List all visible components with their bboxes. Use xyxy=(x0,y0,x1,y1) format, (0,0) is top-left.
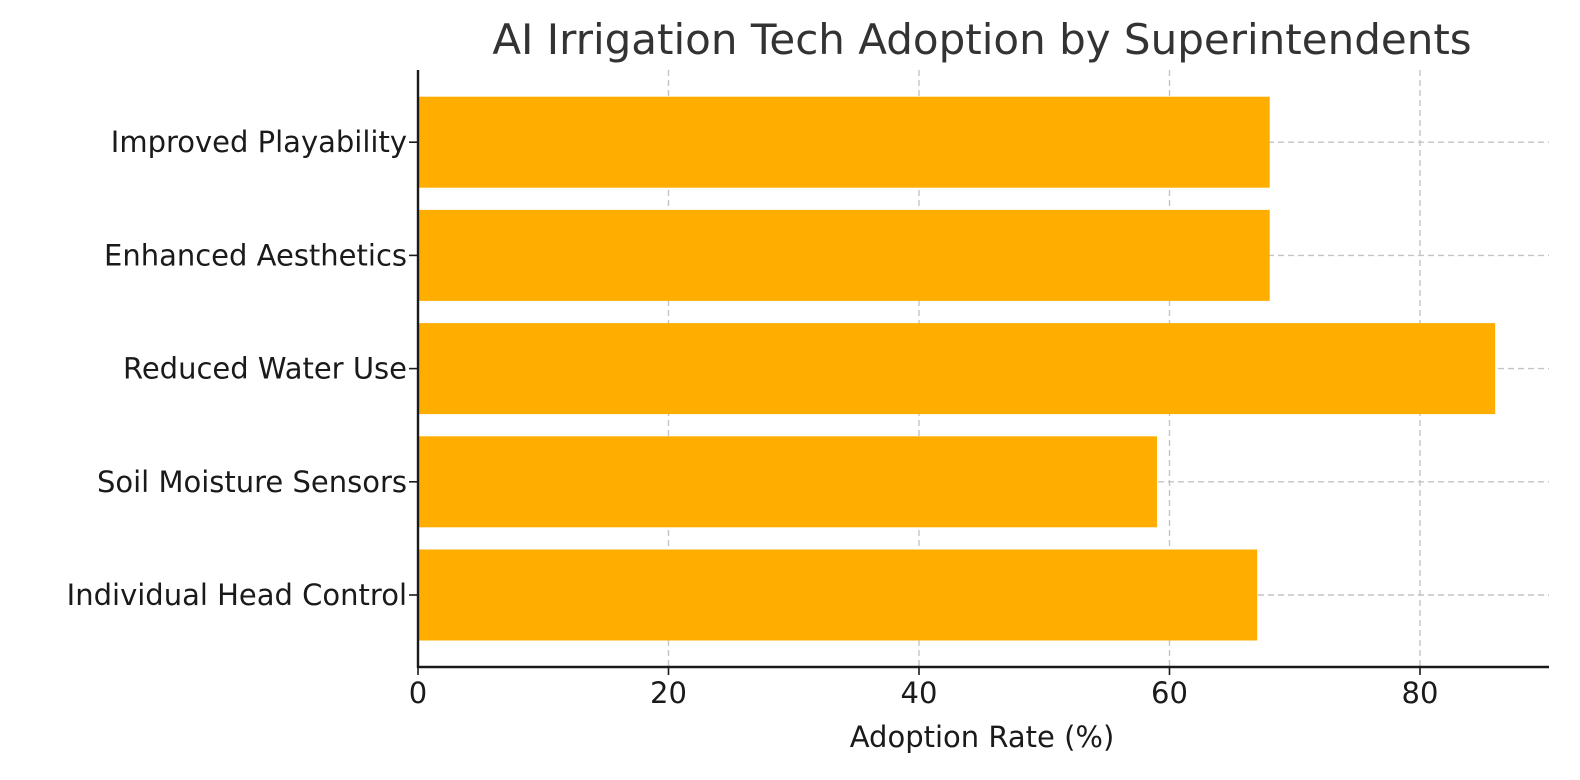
bar-individual-head-control xyxy=(418,549,1258,641)
bar-reduced-water-use xyxy=(418,323,1496,415)
y-tick-label-enhanced-aesthetics: Enhanced Aesthetics xyxy=(104,238,407,272)
x-tick-label-0: 0 xyxy=(409,676,427,710)
y-tick-label-reduced-water-use: Reduced Water Use xyxy=(123,352,407,386)
chart-title: AI Irrigation Tech Adoption by Superinte… xyxy=(492,15,1471,64)
bar-layer xyxy=(418,96,1496,641)
y-tick-label-soil-moisture-sensors: Soil Moisture Sensors xyxy=(97,465,407,499)
x-tick-label-40: 40 xyxy=(901,676,938,710)
x-axis-title: Adoption Rate (%) xyxy=(850,720,1115,754)
x-tick-label-60: 60 xyxy=(1151,676,1188,710)
y-tick-label-individual-head-control: Individual Head Control xyxy=(67,578,407,612)
x-tick-label-80: 80 xyxy=(1402,676,1439,710)
y-tick-label-improved-playability: Improved Playability xyxy=(111,125,407,159)
bar-enhanced-aesthetics xyxy=(418,209,1270,301)
tick-layer: 0 20 40 60 80 Individual Head Control Soil Moi… xyxy=(67,125,1439,710)
x-tick-label-20: 20 xyxy=(650,676,687,710)
bar-soil-moisture-sensors xyxy=(418,436,1157,528)
bar-improved-playability xyxy=(418,96,1270,188)
